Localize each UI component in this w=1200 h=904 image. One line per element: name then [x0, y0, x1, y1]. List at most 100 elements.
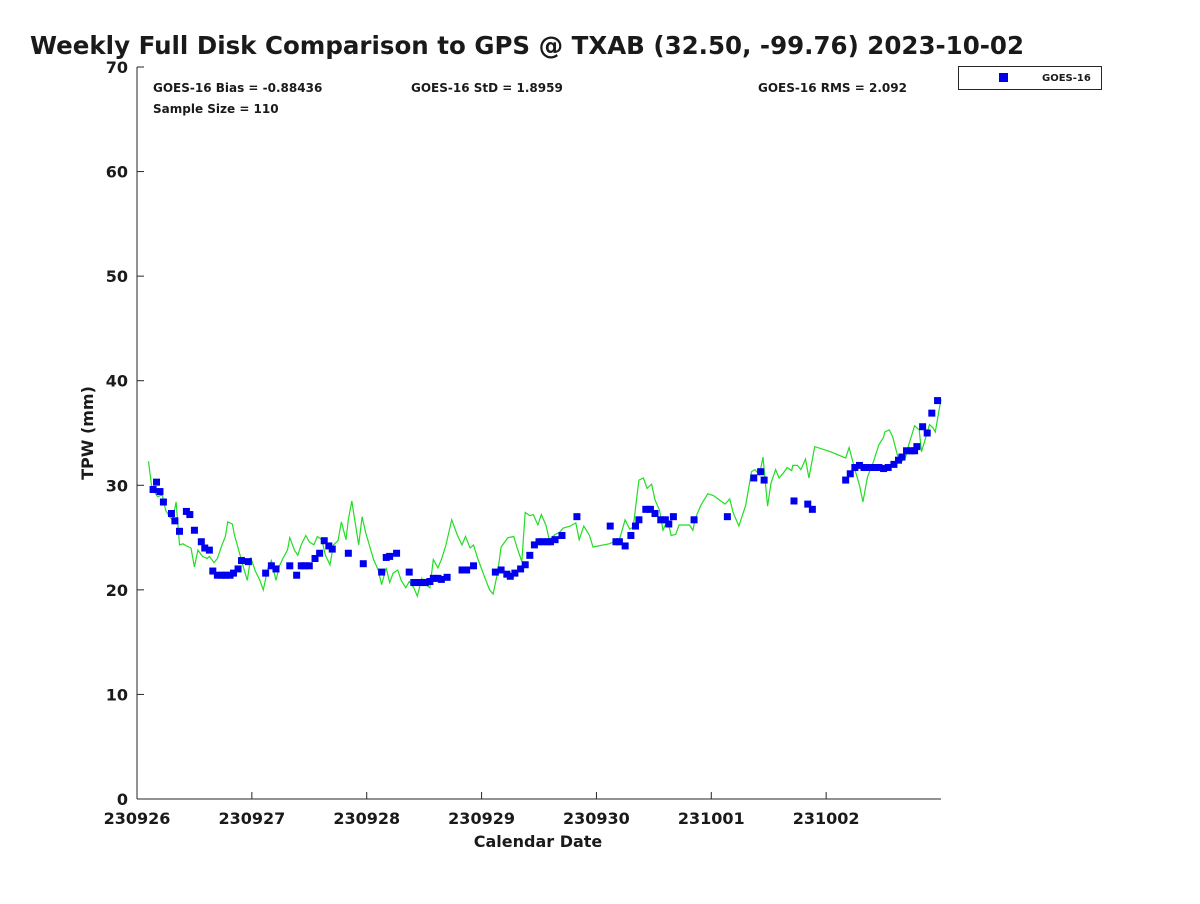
stat-bias: GOES-16 Bias = -0.88436	[153, 81, 322, 95]
x-tick-label: 230930	[563, 809, 630, 828]
goes-point	[911, 447, 919, 455]
goes-point	[669, 513, 677, 521]
goes-point	[875, 464, 883, 472]
goes-series	[149, 397, 942, 587]
goes-point	[386, 552, 394, 560]
legend-label-goes: GOES-16	[1042, 73, 1091, 84]
x-tick-label: 230926	[104, 809, 171, 828]
goes-point	[804, 500, 812, 508]
goes-point	[903, 447, 911, 455]
goes-point	[286, 562, 294, 570]
goes-point	[262, 569, 270, 577]
goes-point	[378, 568, 386, 576]
y-axis-label: TPW (mm)	[78, 386, 97, 480]
goes-point	[631, 522, 639, 530]
goes-point	[316, 549, 324, 557]
goes-point	[229, 569, 237, 577]
goes-point	[890, 460, 898, 468]
goes-point	[635, 516, 643, 524]
goes-point	[305, 562, 313, 570]
goes-point	[723, 513, 731, 521]
goes-point	[526, 551, 534, 559]
goes-point	[197, 538, 205, 546]
goes-point	[615, 538, 623, 546]
goes-point	[511, 569, 519, 577]
y-tick-label: 0	[117, 790, 128, 809]
x-axis-label: Calendar Date	[474, 832, 603, 851]
goes-point	[558, 531, 566, 539]
goes-point	[919, 423, 927, 431]
x-axis-ticks: 230926 230927 230928 230929 230930 231001 2310…	[104, 792, 860, 828]
legend-marker-goes	[999, 73, 1008, 82]
goes-point	[153, 478, 161, 486]
gps-line	[147, 399, 942, 598]
goes-point	[880, 465, 888, 473]
goes-point	[149, 485, 157, 493]
y-tick-label: 10	[106, 685, 128, 704]
goes-point	[205, 546, 213, 554]
goes-point	[642, 505, 650, 513]
goes-point	[517, 565, 525, 573]
goes-point	[928, 409, 936, 417]
goes-point	[175, 527, 183, 535]
goes-point	[272, 565, 280, 573]
y-tick-label: 70	[106, 58, 128, 77]
y-axis-ticks: 0 10 20 30 40 50 60 70	[106, 58, 144, 809]
goes-point	[393, 549, 401, 557]
goes-point	[690, 516, 698, 524]
goes-point	[538, 538, 546, 546]
x-tick-label: 230927	[218, 809, 285, 828]
goes-point	[884, 464, 892, 472]
y-tick-label: 60	[106, 163, 128, 182]
goes-point	[244, 558, 252, 566]
goes-point	[221, 571, 229, 579]
goes-point	[913, 443, 921, 451]
goes-point	[159, 498, 167, 506]
goes-point	[429, 574, 437, 582]
goes-point	[521, 561, 529, 569]
goes-point	[190, 526, 198, 534]
plot-area	[137, 67, 941, 799]
goes-point	[757, 468, 765, 476]
y-tick-label: 20	[106, 581, 128, 600]
goes-point	[665, 520, 673, 528]
goes-point	[167, 510, 175, 518]
stat-std: GOES-16 StD = 1.8959	[411, 81, 563, 95]
goes-point	[443, 573, 451, 581]
goes-point	[606, 522, 614, 530]
goes-point	[301, 562, 309, 570]
goes-point	[267, 562, 275, 570]
goes-point	[530, 541, 538, 549]
goes-point	[627, 531, 635, 539]
goes-point	[750, 474, 758, 482]
goes-point	[923, 429, 931, 437]
goes-point	[344, 549, 352, 557]
chart-title: Weekly Full Disk Comparison to GPS @ TXA…	[30, 31, 1024, 60]
goes-point	[546, 538, 554, 546]
goes-point	[573, 513, 581, 521]
goes-point	[171, 517, 179, 525]
goes-point	[209, 567, 217, 575]
goes-point	[846, 470, 854, 478]
goes-point	[311, 554, 319, 562]
goes-point	[234, 565, 242, 573]
stat-rms: GOES-16 RMS = 2.092	[758, 81, 907, 95]
goes-point	[413, 579, 421, 587]
goes-point	[842, 476, 850, 484]
goes-point	[320, 537, 328, 545]
goes-point	[421, 579, 429, 587]
goes-point	[661, 516, 669, 524]
x-tick-label: 230928	[333, 809, 400, 828]
goes-point	[359, 560, 367, 568]
y-tick-label: 40	[106, 372, 128, 391]
goes-point	[866, 464, 874, 472]
goes-point	[790, 497, 798, 505]
goes-point	[621, 542, 629, 550]
goes-point	[405, 568, 413, 576]
goes-point	[156, 488, 164, 496]
legend: GOES-16	[958, 66, 1102, 90]
x-tick-label: 231001	[678, 809, 745, 828]
goes-point	[463, 566, 471, 574]
goes-point	[898, 453, 906, 461]
